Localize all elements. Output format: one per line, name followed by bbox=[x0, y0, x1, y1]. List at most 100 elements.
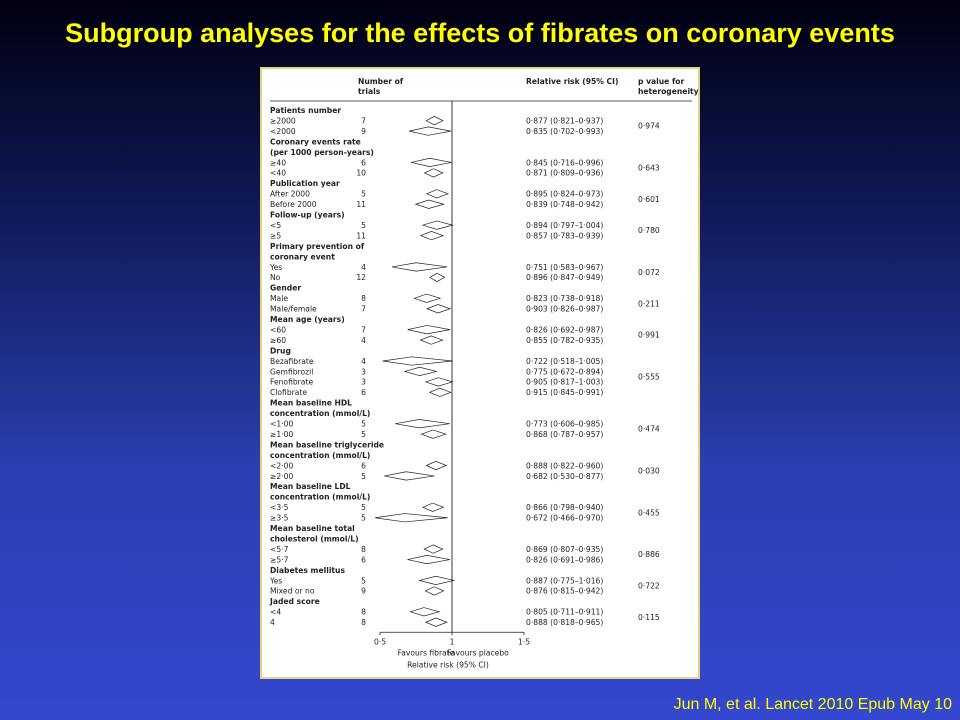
heterogeneity-p-value: 0·474 bbox=[638, 425, 660, 434]
subgroup-label: ≥3·5 bbox=[270, 514, 289, 523]
group-title: Publication year bbox=[270, 179, 340, 188]
rr-ci-value: 0·869 (0·807–0·935) bbox=[526, 545, 603, 554]
rr-ci-value: 0·775 (0·672–0·894) bbox=[526, 367, 603, 376]
header-p-value-line2: heterogeneity bbox=[638, 87, 698, 96]
rr-ci-value: 0·888 (0·818–0·965) bbox=[526, 618, 603, 627]
rr-ci-value: 0·887 (0·775–1·016) bbox=[526, 576, 603, 585]
ci-diamond bbox=[391, 262, 448, 272]
group-title: Diabetes mellitus bbox=[270, 566, 345, 575]
group-title: Patients number bbox=[270, 106, 341, 115]
ci-diamond bbox=[407, 554, 451, 565]
trial-count: 6 bbox=[361, 158, 366, 167]
ci-diamond bbox=[425, 460, 448, 471]
ci-diamond bbox=[419, 231, 445, 241]
rr-ci-value: 0·903 (0·826–0·987) bbox=[526, 305, 603, 314]
rr-ci-value: 0·823 (0·738–0·918) bbox=[526, 294, 603, 303]
heterogeneity-p-value: 0·601 bbox=[638, 195, 660, 204]
rr-ci-value: 0·826 (0·691–0·986) bbox=[526, 555, 603, 564]
ci-diamond bbox=[429, 272, 446, 283]
ci-diamond bbox=[421, 220, 454, 230]
rr-ci-value: 0·876 (0·815–0·942) bbox=[526, 587, 603, 596]
group-title: Mean baseline LDL bbox=[270, 482, 351, 491]
subgroup-label: Fenofibrate bbox=[270, 378, 313, 387]
subgroup-label: Yes bbox=[269, 263, 282, 272]
heterogeneity-p-value: 0·780 bbox=[638, 226, 660, 235]
trial-count: 10 bbox=[356, 169, 366, 178]
subgroup-label: <2000 bbox=[270, 127, 296, 136]
ci-diamond bbox=[425, 189, 450, 199]
trial-count: 8 bbox=[361, 294, 366, 303]
trial-count: 5 bbox=[361, 503, 366, 512]
ci-diamond bbox=[384, 471, 435, 481]
trial-count: 9 bbox=[361, 587, 366, 596]
rr-ci-value: 0·905 (0·817–1·003) bbox=[526, 378, 603, 387]
group-title: Primary prevention of bbox=[270, 242, 365, 251]
heterogeneity-p-value: 0·991 bbox=[638, 331, 660, 340]
trial-count: 9 bbox=[361, 127, 366, 136]
ci-diamond bbox=[409, 126, 452, 136]
group-title: Mean baseline HDL bbox=[270, 399, 352, 408]
subgroup-label: Before 2000 bbox=[270, 200, 317, 209]
group-title: Jaded score bbox=[269, 597, 320, 606]
subgroup-label: 4 bbox=[270, 618, 275, 627]
rr-ci-value: 0·894 (0·797–1·004) bbox=[526, 221, 603, 230]
heterogeneity-p-value: 0·555 bbox=[638, 372, 660, 381]
ci-diamond bbox=[422, 502, 445, 512]
subgroup-label: Gemfibrozil bbox=[270, 367, 313, 376]
ci-diamond bbox=[382, 356, 453, 366]
subgroup-label: <2·00 bbox=[270, 461, 293, 470]
trial-count: 5 bbox=[361, 430, 366, 439]
rr-ci-value: 0·895 (0·824–0·973) bbox=[526, 190, 603, 199]
rr-ci-value: 0·857 (0·783–0·939) bbox=[526, 231, 603, 240]
trial-count: 5 bbox=[361, 221, 366, 230]
ci-diamond bbox=[424, 377, 454, 387]
x-tick-label: 1 bbox=[450, 637, 455, 646]
heterogeneity-p-value: 0·886 bbox=[638, 550, 660, 559]
subgroup-label: Clofibrate bbox=[270, 388, 307, 397]
subgroup-label: ≥60 bbox=[270, 336, 286, 345]
ci-diamond bbox=[425, 304, 452, 314]
subgroup-label: ≥2000 bbox=[270, 116, 296, 125]
trial-count: 5 bbox=[361, 576, 366, 585]
trial-count: 12 bbox=[356, 273, 366, 282]
subgroup-label: <5·7 bbox=[270, 545, 289, 554]
subgroup-label: Mixed or no bbox=[270, 587, 315, 596]
group-title: (per 1000 person-years) bbox=[270, 148, 374, 157]
heterogeneity-p-value: 0·455 bbox=[638, 508, 660, 517]
rr-ci-value: 0·722 (0·518–1·005) bbox=[526, 357, 603, 366]
ci-diamond bbox=[375, 513, 448, 523]
rr-ci-value: 0·855 (0·782–0·935) bbox=[526, 336, 603, 345]
group-title: Follow-up (years) bbox=[270, 211, 345, 220]
ci-diamond bbox=[403, 366, 437, 377]
x-axis-label: Relative risk (95% CI) bbox=[407, 660, 489, 669]
ci-diamond bbox=[425, 116, 444, 126]
subgroup-label: <40 bbox=[270, 169, 286, 178]
trial-count: 8 bbox=[361, 618, 366, 627]
favours-fibrate-label: Favours fibrate bbox=[398, 648, 455, 657]
trial-count: 5 bbox=[361, 420, 366, 429]
trial-count: 6 bbox=[361, 388, 366, 397]
citation: Jun M, et al. Lancet 2010 Epub May 10 bbox=[673, 696, 952, 713]
group-title: Coronary events rate bbox=[270, 137, 361, 146]
ci-diamond bbox=[414, 199, 445, 209]
heterogeneity-p-value: 0·072 bbox=[638, 268, 660, 277]
rr-ci-value: 0·751 (0·583–0·967) bbox=[526, 263, 603, 272]
subgroup-label: <3·5 bbox=[270, 503, 289, 512]
favours-placebo-label: Favours placebo bbox=[447, 648, 509, 657]
ci-diamond bbox=[411, 157, 452, 168]
group-title: Mean baseline total bbox=[270, 524, 355, 533]
x-tick-label: 1·5 bbox=[518, 637, 530, 646]
header-relative-risk: Relative risk (95% CI) bbox=[526, 77, 618, 86]
group-title: Gender bbox=[270, 284, 301, 293]
rr-ci-value: 0·672 (0·466–0·970) bbox=[526, 514, 603, 523]
header-trials: Number of bbox=[358, 77, 404, 86]
heterogeneity-p-value: 0·643 bbox=[638, 163, 660, 172]
rr-ci-value: 0·877 (0·821–0·937) bbox=[526, 116, 603, 125]
subgroup-label: <4 bbox=[270, 608, 281, 617]
trial-count: 11 bbox=[356, 200, 366, 209]
subgroup-label: ≥40 bbox=[270, 158, 286, 167]
group-title: concentration (mmol/L) bbox=[270, 493, 370, 502]
heterogeneity-p-value: 0·030 bbox=[638, 467, 660, 476]
rr-ci-value: 0·896 (0·847–0·949) bbox=[526, 273, 603, 282]
trial-count: 5 bbox=[361, 514, 366, 523]
